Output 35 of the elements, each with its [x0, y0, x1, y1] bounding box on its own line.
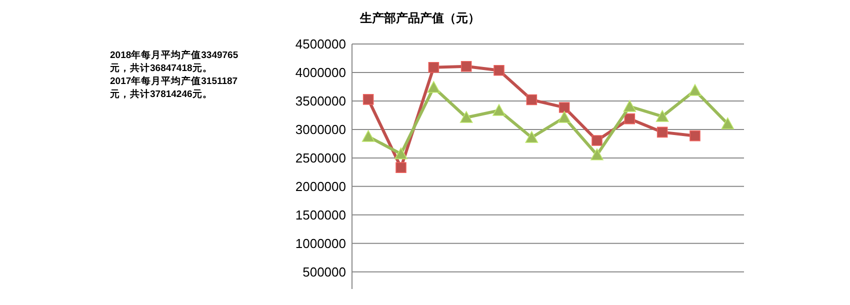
point — [590, 148, 604, 160]
point — [427, 81, 440, 93]
point — [428, 62, 440, 73]
y-tick-label: 3000000 — [295, 122, 346, 138]
y-tick-label: 1500000 — [295, 207, 346, 222]
chart-title: 生产部产品产值（元） — [359, 11, 480, 25]
y-tick-label: 4500000 — [295, 36, 346, 52]
point — [460, 111, 473, 123]
point — [525, 131, 538, 143]
y-tick-label: 2500000 — [295, 150, 346, 166]
point — [492, 104, 506, 116]
point — [688, 84, 702, 96]
point — [494, 64, 504, 76]
y-tick-label: 4000000 — [295, 65, 346, 80]
point — [656, 126, 668, 138]
y-tick-label: 500000 — [302, 264, 346, 280]
point — [558, 111, 571, 123]
y-tick-label: 2000000 — [295, 178, 346, 194]
text: 2018年每月平均产值3349765元，共计36847418元。 — [109, 49, 239, 74]
y-tick-label: 1000000 — [295, 236, 346, 251]
point — [460, 60, 472, 72]
point — [526, 94, 538, 106]
point — [396, 162, 406, 173]
point — [656, 110, 669, 122]
point — [362, 94, 374, 105]
point — [690, 130, 700, 142]
point — [558, 102, 570, 113]
y-tick-label: 3500000 — [295, 94, 346, 109]
point — [623, 100, 636, 112]
point — [362, 130, 375, 142]
text: 2017年每月平均产值3151187元，共计37814246元。 — [109, 75, 238, 100]
point — [721, 117, 734, 130]
point — [624, 113, 636, 124]
point — [592, 135, 602, 146]
point — [394, 147, 408, 160]
